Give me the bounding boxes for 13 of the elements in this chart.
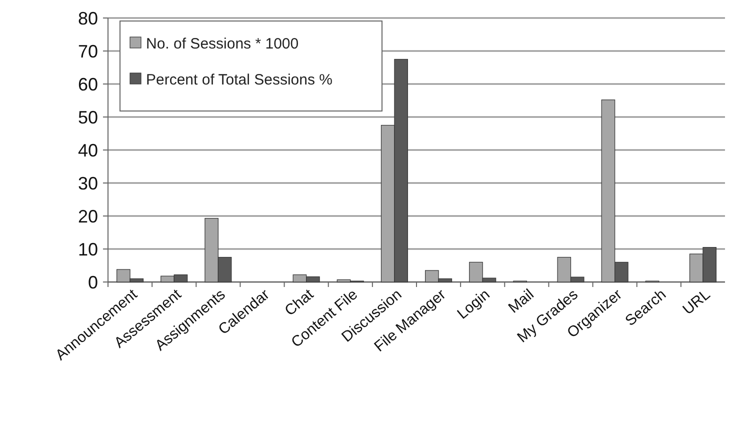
- y-tick-label: 50: [78, 107, 98, 128]
- y-tick-label: 20: [78, 206, 98, 226]
- y-tick-label: 0: [88, 272, 98, 292]
- legend-label: No. of Sessions * 1000: [146, 35, 299, 52]
- y-tick-label: 60: [78, 74, 98, 94]
- y-tick-label: 10: [78, 239, 98, 260]
- y-tick-label: 30: [78, 173, 98, 194]
- y-tick-label: 70: [78, 41, 98, 62]
- x-tick-label: Mail: [505, 286, 538, 317]
- y-tick-label: 80: [78, 8, 98, 28]
- legend-label: Percent of Total Sessions %: [146, 71, 332, 88]
- y-tick-label: 40: [78, 140, 98, 160]
- x-tick-label: URL: [680, 286, 714, 318]
